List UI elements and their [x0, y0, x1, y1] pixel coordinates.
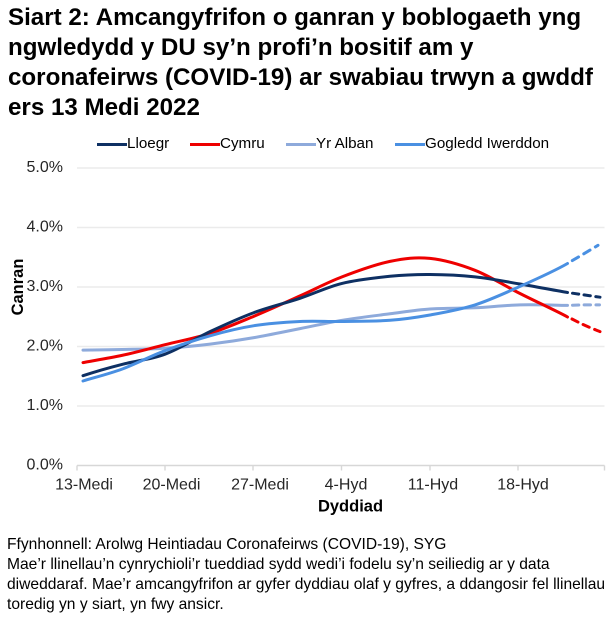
svg-text:Dyddiad: Dyddiad: [318, 498, 383, 516]
svg-text:20-Medi: 20-Medi: [143, 477, 201, 494]
svg-text:2.0%: 2.0%: [27, 338, 63, 355]
svg-text:5.0%: 5.0%: [27, 159, 63, 176]
svg-text:13-Medi: 13-Medi: [55, 477, 113, 494]
svg-text:Canran: Canran: [9, 259, 27, 316]
svg-text:0.0%: 0.0%: [27, 457, 63, 474]
svg-text:18-Hyd: 18-Hyd: [497, 477, 549, 494]
svg-text:4.0%: 4.0%: [27, 219, 63, 236]
svg-text:4-Hyd: 4-Hyd: [325, 477, 368, 494]
svg-text:1.0%: 1.0%: [27, 397, 63, 414]
svg-text:3.0%: 3.0%: [27, 278, 63, 295]
svg-text:11-Hyd: 11-Hyd: [408, 477, 458, 494]
svg-text:27-Medi: 27-Medi: [231, 477, 289, 494]
